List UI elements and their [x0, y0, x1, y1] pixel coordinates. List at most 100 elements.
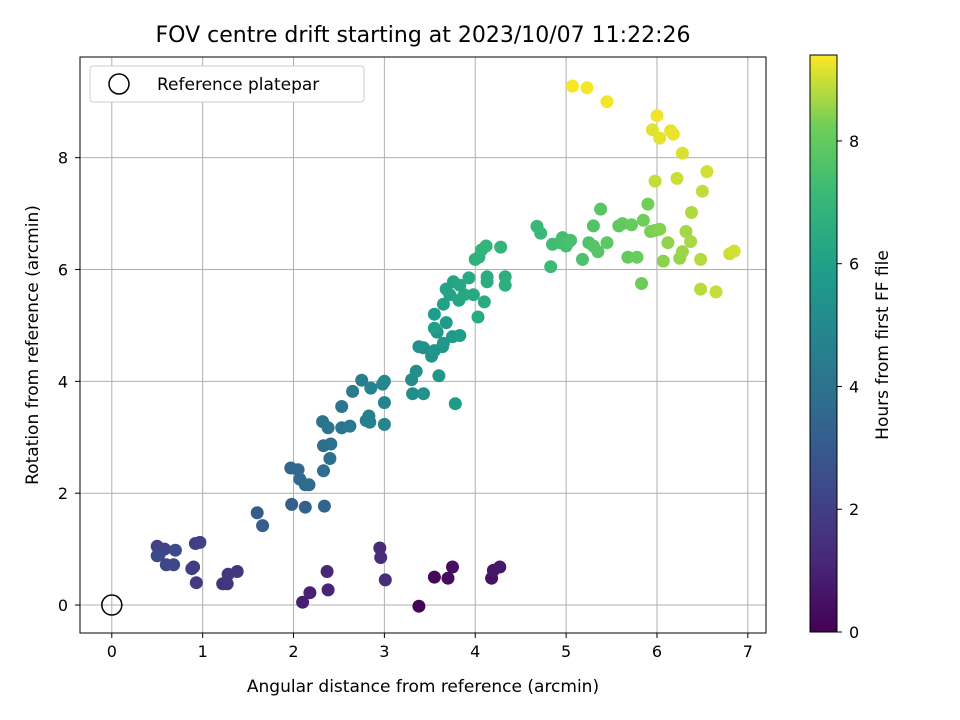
data-point	[727, 244, 741, 258]
data-point	[645, 123, 659, 137]
colorbar-tick-label: 2	[849, 500, 859, 519]
data-point	[564, 233, 578, 247]
x-tick-label: 5	[561, 642, 571, 661]
colorbar-tick-label: 6	[849, 255, 859, 274]
data-point	[335, 400, 349, 413]
data-point	[364, 381, 378, 395]
data-point	[317, 464, 330, 478]
data-point	[441, 571, 455, 585]
x-tick-label: 7	[743, 642, 753, 661]
data-point	[187, 560, 201, 574]
data-point	[479, 239, 493, 253]
data-point	[650, 109, 664, 123]
y-tick-label: 8	[58, 149, 68, 168]
data-point	[666, 127, 680, 141]
data-point	[317, 499, 331, 513]
reference-marker	[101, 594, 123, 616]
data-point	[323, 452, 337, 465]
data-point	[591, 245, 605, 259]
data-point	[636, 213, 650, 227]
data-point	[600, 236, 614, 250]
data-point	[373, 541, 387, 555]
y-axis-ticks: 0 2 4 6 8	[58, 149, 80, 615]
data-point	[427, 321, 441, 335]
data-point	[576, 252, 589, 266]
data-point	[432, 369, 446, 383]
data-point	[343, 419, 357, 433]
colorbar-tick-label: 4	[849, 377, 859, 396]
data-point	[462, 271, 476, 285]
data-point	[324, 437, 338, 451]
data-point	[427, 307, 441, 321]
y-tick-label: 0	[58, 596, 68, 615]
data-point	[377, 417, 391, 431]
plot-frame	[79, 56, 767, 634]
data-point	[448, 397, 462, 411]
x-axis-ticks: 0 1 2 3 4 5 6 7	[107, 633, 753, 661]
data-point	[494, 240, 508, 254]
data-point	[303, 586, 317, 600]
data-point	[684, 235, 698, 248]
data-point	[679, 225, 693, 238]
colorbar-tick-label: 8	[849, 132, 859, 151]
data-point	[427, 570, 441, 584]
y-tick-label: 2	[58, 484, 68, 503]
colorbar-ticks: 0 2 4 6 8	[837, 132, 859, 642]
reference-point	[101, 594, 123, 616]
data-point	[635, 277, 648, 290]
data-point	[480, 275, 494, 289]
data-point	[377, 396, 391, 410]
colorbar	[809, 54, 838, 633]
x-tick-label: 6	[652, 642, 662, 661]
data-point	[498, 278, 512, 292]
x-tick-label: 4	[470, 642, 480, 661]
data-points	[150, 79, 741, 613]
data-point	[477, 295, 491, 309]
data-point	[600, 95, 614, 109]
data-point	[625, 218, 638, 232]
data-point	[296, 595, 310, 609]
data-point	[168, 543, 182, 557]
data-point	[653, 222, 667, 236]
data-point	[641, 197, 655, 211]
data-point	[457, 288, 471, 302]
colorbar-label: Hours from first FF file	[873, 250, 893, 440]
data-point	[466, 288, 480, 302]
y-axis-label: Rotation from reference (arcmin)	[23, 205, 43, 485]
y-tick-label: 6	[58, 261, 68, 280]
data-point	[346, 384, 360, 398]
x-axis-label: Angular distance from reference (arcmin)	[247, 677, 599, 697]
legend-entry: Reference platepar	[157, 75, 319, 95]
data-point	[685, 206, 698, 219]
data-point	[694, 282, 708, 296]
data-point	[653, 131, 667, 145]
legend-box	[89, 65, 365, 103]
x-tick-label: 0	[107, 642, 117, 661]
chart-title: FOV centre drift starting at 2023/10/07 …	[156, 23, 691, 48]
data-point	[493, 560, 507, 574]
colorbar-tick-label: 0	[849, 623, 859, 642]
data-point	[406, 387, 420, 401]
data-point	[446, 560, 459, 574]
x-tick-label: 1	[198, 642, 208, 661]
data-point	[409, 364, 423, 378]
data-point	[298, 500, 312, 514]
data-point	[320, 565, 334, 578]
data-point	[656, 254, 670, 268]
data-point	[436, 336, 450, 350]
data-point	[675, 146, 689, 160]
data-point	[193, 535, 207, 549]
data-point	[150, 549, 164, 563]
data-point	[695, 184, 709, 198]
data-point	[670, 171, 684, 185]
data-point	[471, 310, 485, 324]
data-point	[580, 81, 594, 95]
data-point	[302, 478, 316, 492]
data-point	[544, 260, 558, 274]
data-point	[709, 285, 723, 299]
data-point	[220, 577, 234, 591]
data-point	[675, 245, 689, 259]
data-point	[412, 599, 426, 613]
data-point	[661, 236, 675, 250]
